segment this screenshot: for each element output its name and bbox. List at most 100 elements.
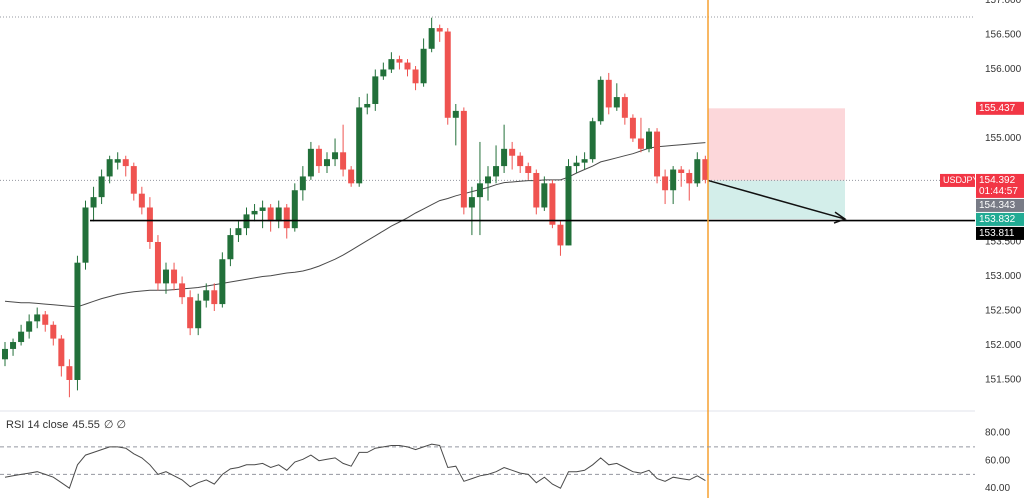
candle-body <box>90 197 97 208</box>
rsi-header: RSI 14 close 45.55 ∅ ∅ <box>6 419 126 431</box>
candle-body <box>565 166 572 246</box>
candle-body <box>468 197 475 208</box>
price-tag-bg <box>976 173 1024 198</box>
candle-body <box>227 235 234 260</box>
candle-body <box>581 159 588 163</box>
price-tag: 153.832 <box>979 214 1016 225</box>
candle-body <box>179 283 186 298</box>
candle-body <box>678 169 685 173</box>
candle-body <box>694 159 701 184</box>
price-tag-bg <box>976 226 1024 240</box>
candle-body <box>122 159 129 167</box>
candle-body <box>2 348 8 360</box>
y-tick-label: 151.500 <box>985 375 1022 386</box>
candle-body <box>307 148 314 177</box>
candle-body <box>50 324 57 339</box>
candle-body <box>396 59 403 63</box>
candle-body <box>605 79 612 108</box>
candle-body <box>613 97 620 108</box>
price-tag-bg <box>976 101 1024 115</box>
candle-body <box>573 162 580 167</box>
candle-body <box>291 190 298 229</box>
candle-body <box>251 210 258 215</box>
price-tag-bg <box>976 198 1024 212</box>
candle-body <box>324 159 330 167</box>
candle-body <box>452 110 459 118</box>
projection-arrow <box>707 179 846 220</box>
candle-body <box>267 207 274 222</box>
symbol-tag: USDJPY <box>943 175 979 185</box>
price-tag: 154.343 <box>979 200 1016 211</box>
countdown-tag: 01:44:57 <box>979 186 1018 197</box>
candle-body <box>275 207 282 222</box>
rsi-line <box>4 443 706 489</box>
candle-body <box>404 62 411 70</box>
candle-body <box>428 28 435 49</box>
y-tick-label: 153.000 <box>985 271 1022 282</box>
candle-body <box>485 176 491 184</box>
candle-body <box>444 31 451 118</box>
candle-body <box>380 69 387 77</box>
candle-body <box>637 138 644 149</box>
rsi-flags: ∅ ∅ <box>104 419 126 431</box>
candle-body <box>315 148 322 167</box>
candle-body <box>557 224 564 246</box>
y-tick-label: 156.000 <box>985 64 1022 75</box>
candle-body <box>130 166 137 194</box>
candle-body <box>436 28 443 32</box>
candle-body <box>259 207 266 211</box>
candle-body <box>388 59 395 70</box>
candle-body <box>203 290 210 301</box>
candle-body <box>187 297 194 329</box>
candle-body <box>332 152 339 160</box>
candle-body <box>517 155 524 167</box>
y-tick-label: 157.000 <box>985 0 1022 6</box>
candle-body <box>629 117 636 139</box>
candle-body <box>597 79 604 122</box>
candle-body <box>364 103 371 108</box>
candle-body <box>219 259 226 305</box>
candle-body <box>195 300 202 329</box>
moving-average <box>4 142 706 308</box>
candle-body <box>662 176 669 191</box>
candle-body <box>501 148 508 167</box>
rsi-last-value: 45.55 <box>72 419 100 431</box>
candle-body <box>26 321 33 332</box>
candle-body <box>654 131 661 177</box>
candle-body <box>114 159 121 163</box>
candle-body <box>211 290 218 305</box>
candle-body <box>58 338 65 367</box>
y-tick-label: 155.000 <box>985 133 1022 144</box>
candle-body <box>340 152 347 170</box>
candle-body <box>154 241 161 284</box>
rsi-tick-label: 80.00 <box>985 428 1010 439</box>
candle-body <box>74 262 81 380</box>
candle-body <box>686 172 693 184</box>
candle-body <box>138 193 145 208</box>
candle-body <box>493 166 500 177</box>
candle-body <box>646 131 652 149</box>
price-tag: 155.437 <box>979 103 1016 114</box>
candle-body <box>10 342 17 349</box>
price-tag: 153.811 <box>979 228 1015 239</box>
candle-body <box>82 207 89 263</box>
candle-body <box>66 366 73 380</box>
candle-body <box>146 207 153 242</box>
candle-body <box>163 269 169 284</box>
rsi-tick-label: 40.00 <box>985 483 1010 494</box>
candle-body <box>476 183 483 198</box>
candle-body <box>299 176 306 191</box>
candle-body <box>235 228 242 236</box>
y-tick-label: 152.000 <box>985 340 1022 351</box>
candle-body <box>525 166 532 173</box>
price-tag-bg <box>976 212 1024 226</box>
candle-body <box>106 159 113 177</box>
candle-body <box>18 331 25 343</box>
candle-body <box>42 314 49 325</box>
candle-body <box>589 121 596 160</box>
rsi-tick-label: 60.00 <box>985 455 1010 466</box>
y-tick-label: 153.500 <box>985 237 1022 248</box>
price-tag: 154.392 <box>979 175 1016 186</box>
